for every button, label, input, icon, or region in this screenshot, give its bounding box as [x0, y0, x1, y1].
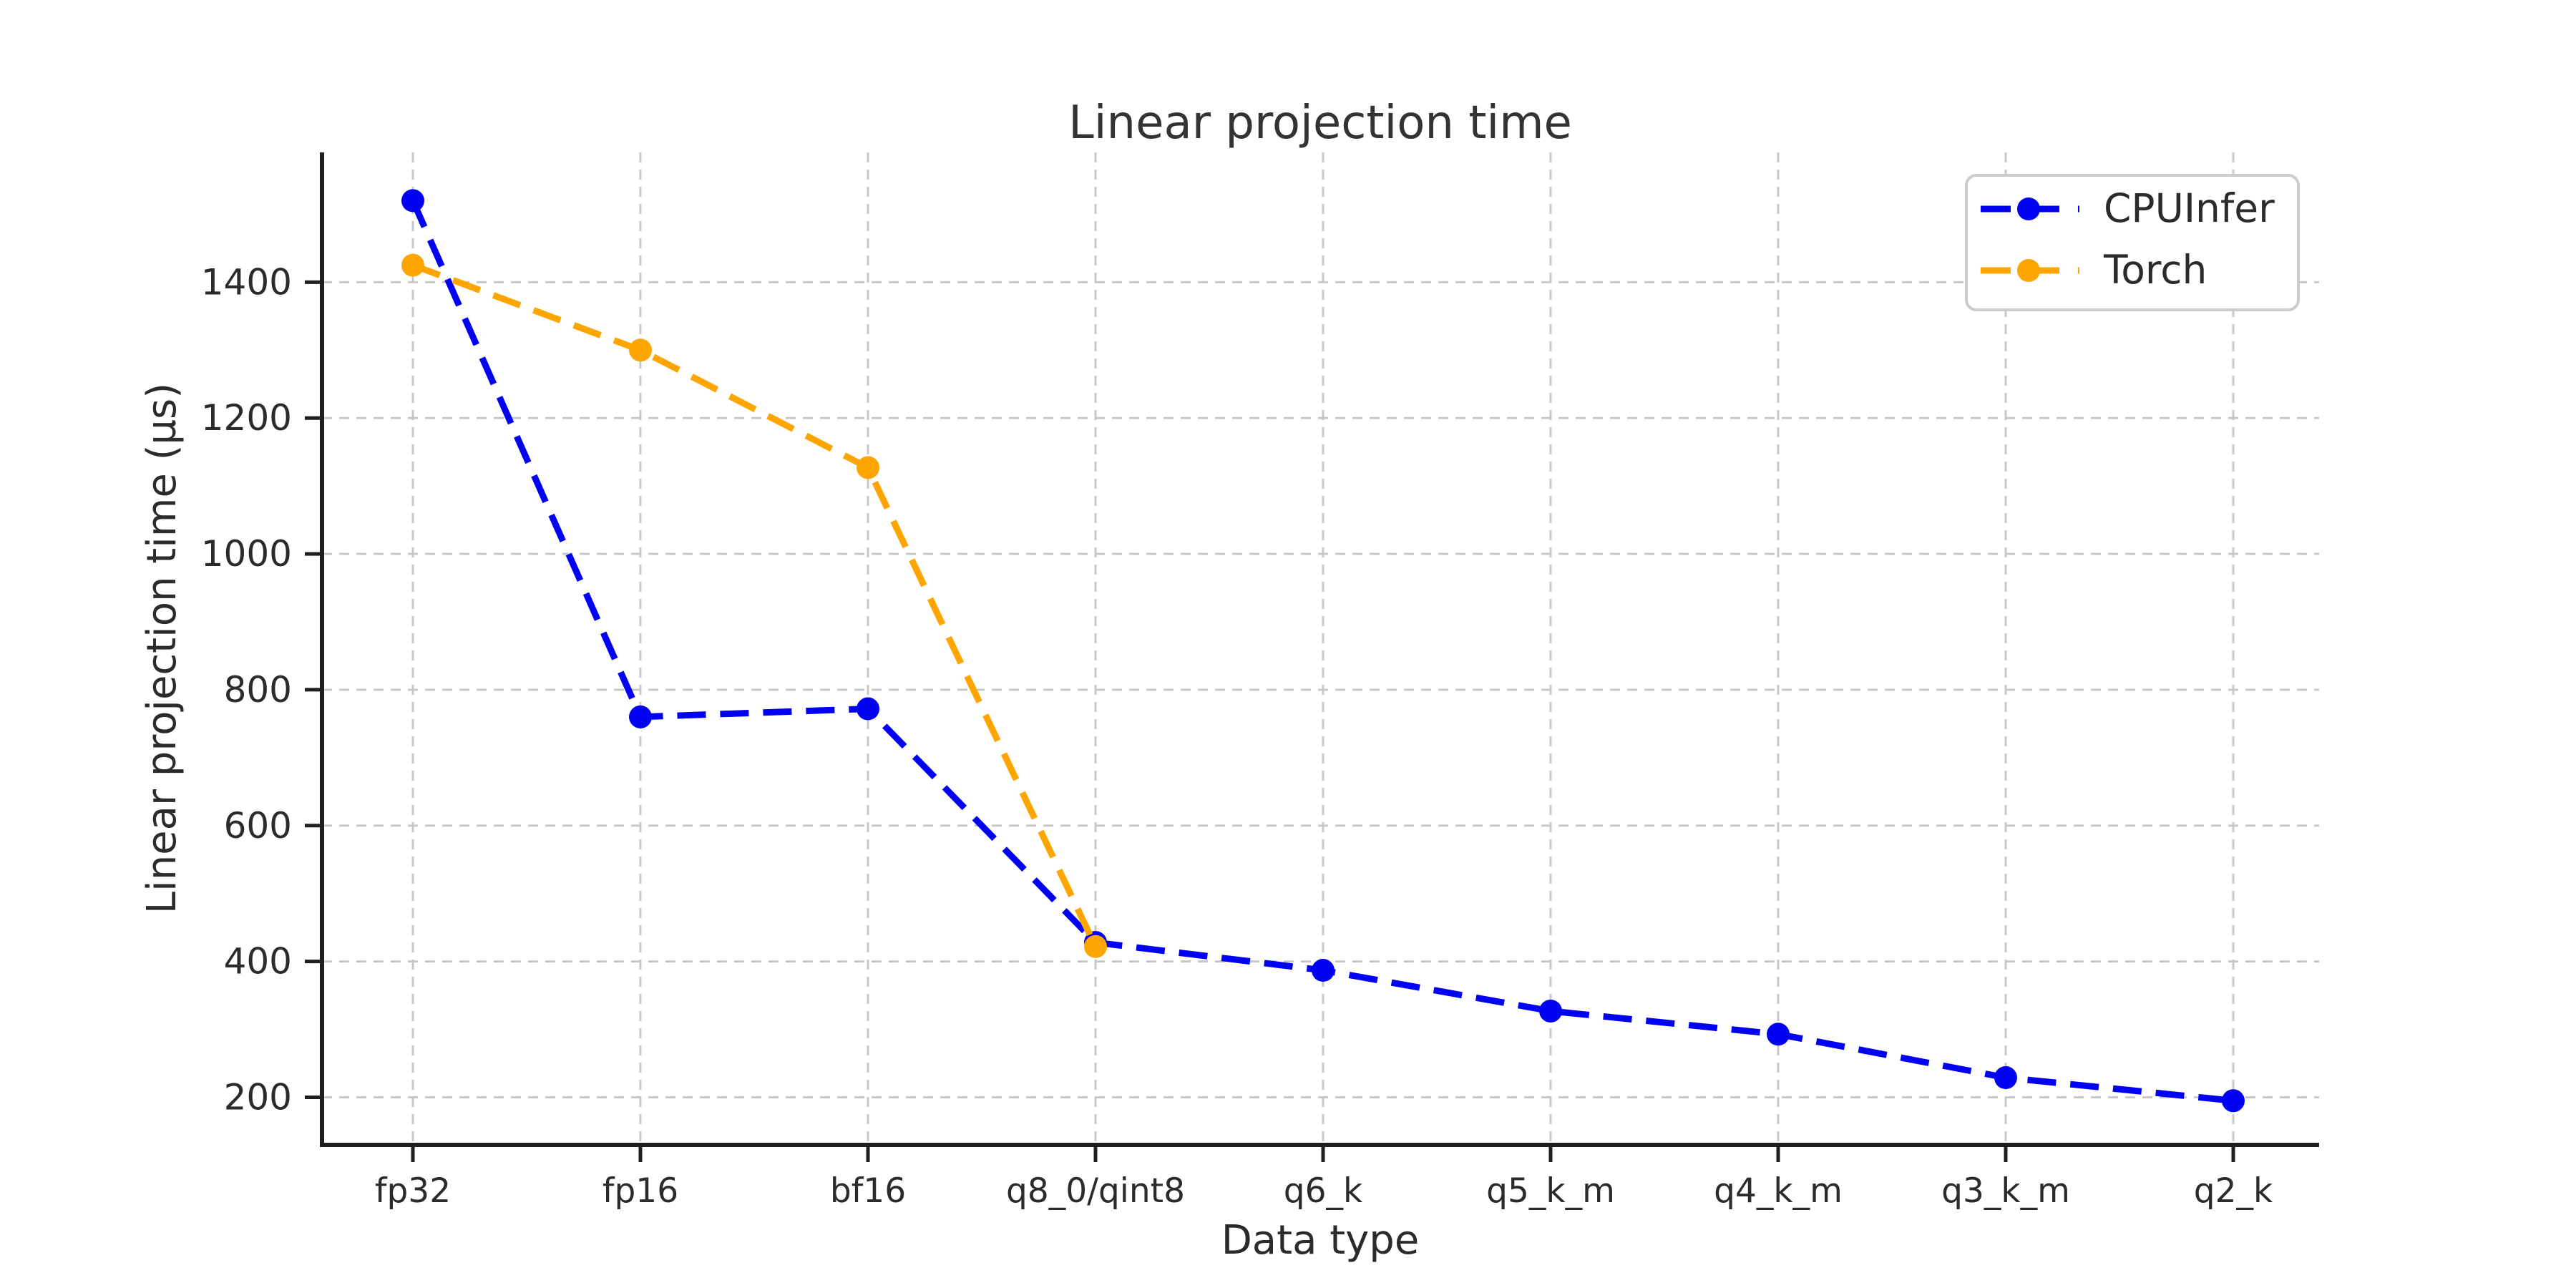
series-cpuinfer-marker: [1312, 959, 1335, 982]
legend-label-cpuinfer: CPUInfer: [2104, 185, 2275, 231]
series-layer: [401, 189, 2245, 1113]
series-cpuinfer-marker: [1539, 999, 1562, 1023]
series-cpuinfer-marker: [1994, 1066, 2017, 1090]
x-axis-label: Data type: [1221, 1217, 1420, 1264]
series-cpuinfer-marker: [1767, 1023, 1790, 1046]
x-tick-label: fp16: [602, 1171, 678, 1211]
series-torch-marker: [1084, 935, 1107, 958]
legend-sample-marker-cpuinfer: [2017, 197, 2040, 220]
series-torch-line: [411, 262, 1099, 948]
x-tick-label: q4_k_m: [1714, 1171, 1843, 1211]
legend: CPUInfer Torch: [1965, 174, 2300, 311]
y-tick-label: 600: [224, 805, 292, 847]
y-tick-label: 400: [224, 941, 292, 982]
x-tick-label: q8_0/qint8: [1006, 1171, 1185, 1211]
y-tick-label: 1200: [201, 397, 292, 439]
y-tick-label: 1400: [201, 261, 292, 303]
y-tick-label: 800: [224, 669, 292, 711]
legend-label-torch: Torch: [2103, 247, 2207, 293]
x-tick-label: fp32: [375, 1171, 451, 1211]
y-tick-label: 1000: [201, 533, 292, 575]
x-tick-label: q6_k: [1284, 1171, 1363, 1211]
series-torch-marker: [629, 338, 652, 362]
series-cpuinfer-marker: [857, 697, 879, 721]
x-tick-label: q2_k: [2194, 1171, 2273, 1211]
tick-labels-layer: 200 400 600 800 1000 1200 1400 fp32 fp16 bf16 q8_0…: [201, 261, 2273, 1211]
series-cpuinfer-marker: [401, 189, 424, 213]
series-cpuinfer-marker: [629, 705, 652, 728]
y-tick-label: 200: [224, 1077, 292, 1118]
x-tick-label: q3_k_m: [1941, 1171, 2070, 1211]
series-torch-marker: [401, 253, 424, 277]
series-torch-marker: [857, 456, 879, 479]
series-cpuinfer-marker: [2222, 1089, 2245, 1113]
axes-layer: [305, 152, 2319, 1162]
y-axis-label: Linear projection time (µs): [139, 383, 185, 914]
legend-sample-marker-torch: [2017, 259, 2040, 282]
x-tick-label: bf16: [830, 1171, 906, 1211]
chart-title: Linear projection time: [1068, 97, 1572, 150]
x-tick-label: q5_k_m: [1486, 1171, 1615, 1211]
